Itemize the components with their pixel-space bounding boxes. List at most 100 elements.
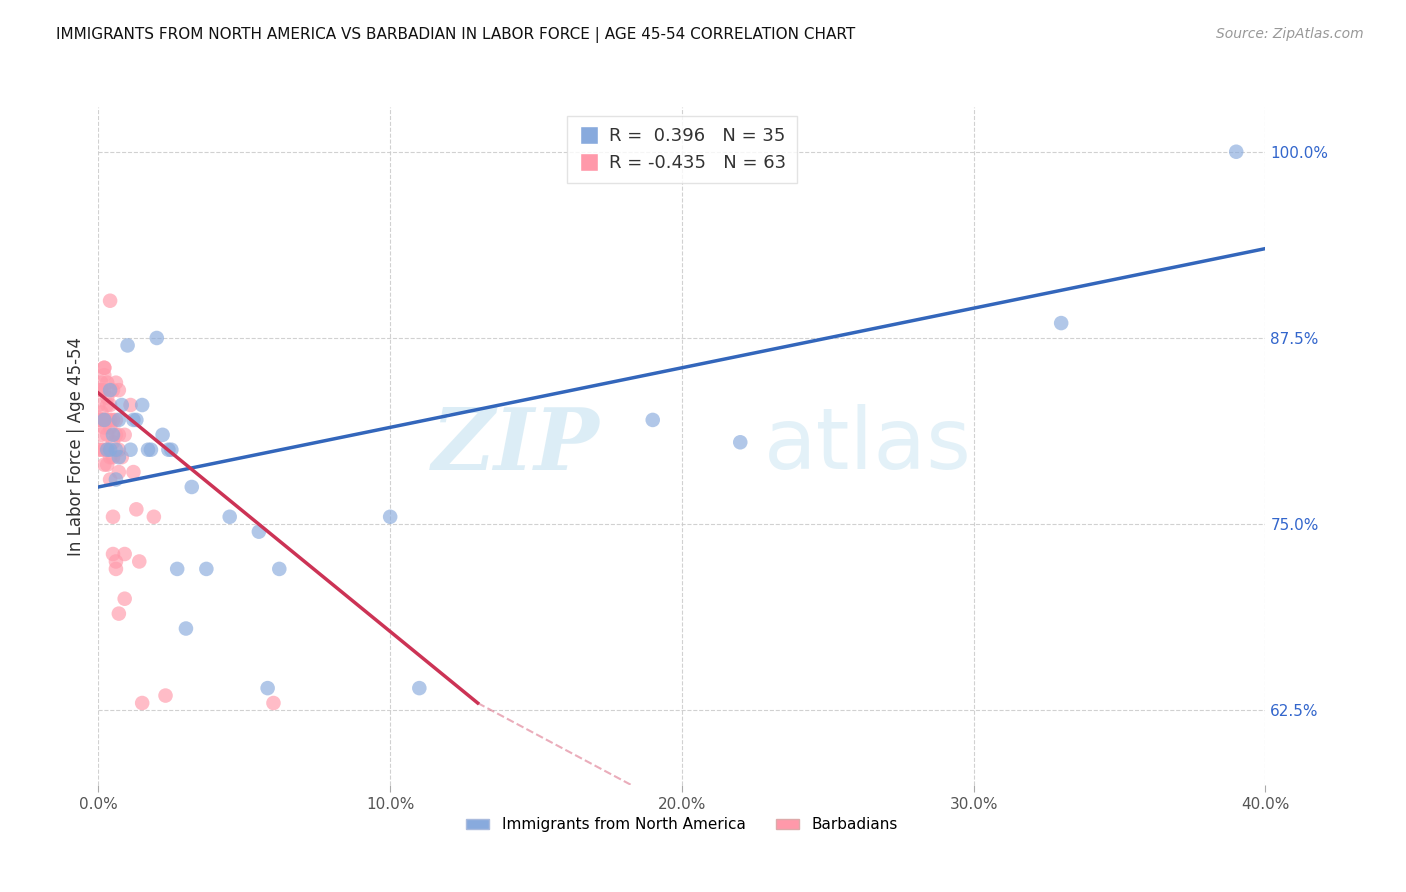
Point [98,398,121,412]
Point [108,383,131,397]
Point [90,413,112,427]
Point [139,442,162,457]
Point [108,607,131,621]
Point [101,435,124,450]
Point [93,368,115,383]
Point [96,442,118,457]
Point [364,838,387,852]
Point [93,458,115,472]
Point [93,383,115,397]
Point [87,383,110,397]
Point [98,413,121,427]
Point [104,554,127,568]
Point [218,509,240,524]
Point [90,413,112,427]
Point [142,509,165,524]
Point [1225,145,1247,159]
Point [122,465,145,479]
Y-axis label: In Labor Force | Age 45-54: In Labor Force | Age 45-54 [66,336,84,556]
Point [262,696,284,710]
Point [101,413,124,427]
Point [166,562,188,576]
Point [96,376,118,390]
Point [98,293,121,308]
Point [256,681,278,695]
Point [98,420,121,434]
Point [101,383,124,397]
Point [90,383,112,397]
Point [131,398,153,412]
Point [1050,316,1073,330]
Point [96,442,118,457]
Point [157,442,180,457]
Point [125,502,148,516]
Point [730,435,752,450]
Point [180,480,202,494]
Point [96,391,118,405]
Point [90,427,112,442]
Point [90,442,112,457]
Point [96,413,118,427]
Point [87,442,110,457]
Point [98,450,121,465]
Point [96,427,118,442]
Point [120,398,142,412]
Point [93,420,115,434]
Point [93,360,115,375]
Point [104,562,127,576]
Point [108,427,131,442]
Point [93,360,115,375]
Point [108,450,131,465]
Point [155,689,177,703]
Point [90,376,112,390]
Point [101,450,124,465]
Point [108,442,131,457]
Point [408,681,430,695]
Legend: Immigrants from North America, Barbadians: Immigrants from North America, Barbadian… [460,811,904,838]
Point [136,442,159,457]
Point [101,547,124,561]
Point [98,473,121,487]
Point [108,465,131,479]
Point [641,413,664,427]
Point [87,413,110,427]
Point [98,442,121,457]
Point [380,509,402,524]
Point [104,473,127,487]
Point [120,442,142,457]
Point [98,383,121,397]
Point [122,413,145,427]
Point [131,696,153,710]
Point [93,413,115,427]
Point [90,405,112,419]
Point [160,442,183,457]
Text: ZIP: ZIP [433,404,600,488]
Point [111,398,134,412]
Point [104,376,127,390]
Point [114,547,136,561]
Point [90,413,112,427]
Point [146,331,169,345]
Point [96,458,118,472]
Point [87,398,110,412]
Point [93,413,115,427]
Point [117,338,139,352]
Point [96,398,118,412]
Point [104,442,127,457]
Point [90,413,112,427]
Text: IMMIGRANTS FROM NORTH AMERICA VS BARBADIAN IN LABOR FORCE | AGE 45-54 CORRELATIO: IMMIGRANTS FROM NORTH AMERICA VS BARBADI… [56,27,855,43]
Text: Source: ZipAtlas.com: Source: ZipAtlas.com [1216,27,1364,41]
Point [152,427,174,442]
Point [101,427,124,442]
Point [108,413,131,427]
Point [269,562,291,576]
Point [174,622,197,636]
Point [114,591,136,606]
Text: atlas: atlas [763,404,972,488]
Point [104,413,127,427]
Point [125,413,148,427]
Point [104,427,127,442]
Point [128,554,150,568]
Point [111,450,134,465]
Point [247,524,270,539]
